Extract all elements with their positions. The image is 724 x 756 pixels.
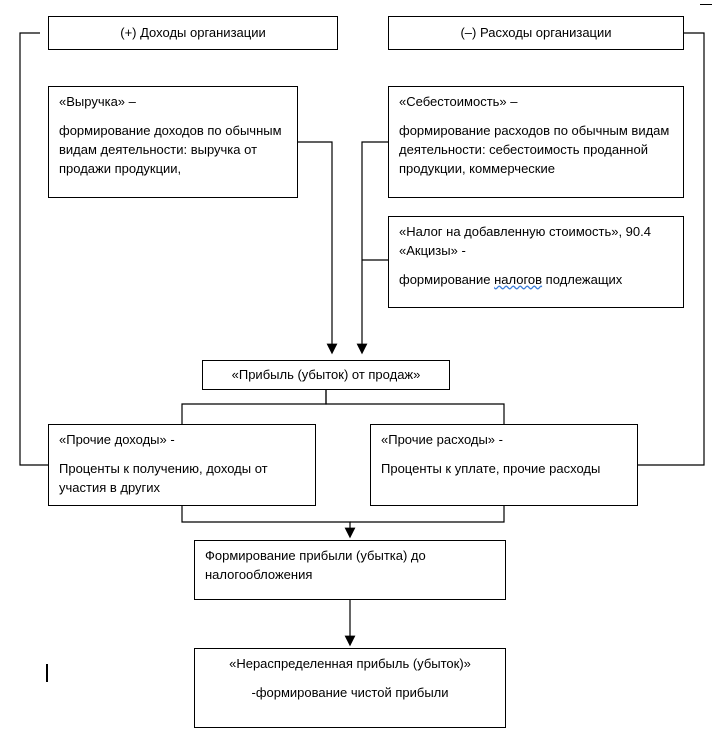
revenue-body: формирование доходов по обычным видам де… (59, 122, 287, 179)
cost-title: «Себестоимость» – (399, 93, 673, 112)
header-expense: (–) Расходы организации (388, 16, 684, 50)
node-revenue: «Выручка» – формирование доходов по обыч… (48, 86, 298, 198)
stray-dash (700, 4, 712, 5)
node-retained: «Нераспределенная прибыль (убыток)» -фор… (194, 648, 506, 728)
tax-body-pre: формирование (399, 272, 494, 287)
other-income-title: «Прочие доходы» - (59, 431, 305, 450)
edge-revenue_right (298, 142, 332, 352)
node-tax: «Налог на добавленную стоимость», 90.4 «… (388, 216, 684, 308)
tax-body-underlined: налогов (494, 272, 542, 287)
other-expense-body: Проценты к уплате, прочие расходы (381, 460, 627, 479)
node-other-income: «Прочие доходы» - Проценты к получению, … (48, 424, 316, 506)
header-income-text: (+) Доходы организации (120, 24, 265, 43)
node-other-expense: «Прочие расходы» - Проценты к уплате, пр… (370, 424, 638, 506)
node-cost: «Себестоимость» – формирование расходов … (388, 86, 684, 198)
edge-profit_split_left (182, 390, 326, 424)
edge-merge_to_pretax_r (350, 506, 504, 522)
node-pretax: Формирование прибыли (убытка) до налогоо… (194, 540, 506, 600)
retained-title: «Нераспределенная прибыль (убыток)» (205, 655, 495, 674)
tax-title: «Налог на добавленную стоимость», 90.4 «… (399, 223, 673, 261)
node-profit-sales: «Прибыль (убыток) от продаж» (202, 360, 450, 390)
other-income-body: Проценты к получению, доходы от участия … (59, 460, 305, 498)
edge-profit_split_right (326, 390, 504, 424)
revenue-title: «Выручка» – (59, 93, 287, 112)
cost-body: формирование расходов по обычным видам д… (399, 122, 673, 179)
pretax-text: Формирование прибыли (убытка) до налогоо… (205, 548, 426, 582)
flowchart-canvas: (+) Доходы организации (–) Расходы орган… (0, 0, 724, 756)
tax-body: формирование налогов подлежащих (399, 271, 673, 290)
edge-income_header_down (20, 33, 48, 465)
retained-body: -формирование чистой прибыли (205, 684, 495, 703)
tax-body-post: подлежащих (542, 272, 622, 287)
text-cursor-artifact (46, 664, 48, 682)
profit-sales-text: «Прибыль (убыток) от продаж» (232, 366, 421, 385)
edge-cost_left (362, 142, 388, 352)
header-expense-text: (–) Расходы организации (460, 24, 611, 43)
edge-merge_to_pretax_l (182, 506, 350, 536)
header-income: (+) Доходы организации (48, 16, 338, 50)
other-expense-title: «Прочие расходы» - (381, 431, 627, 450)
